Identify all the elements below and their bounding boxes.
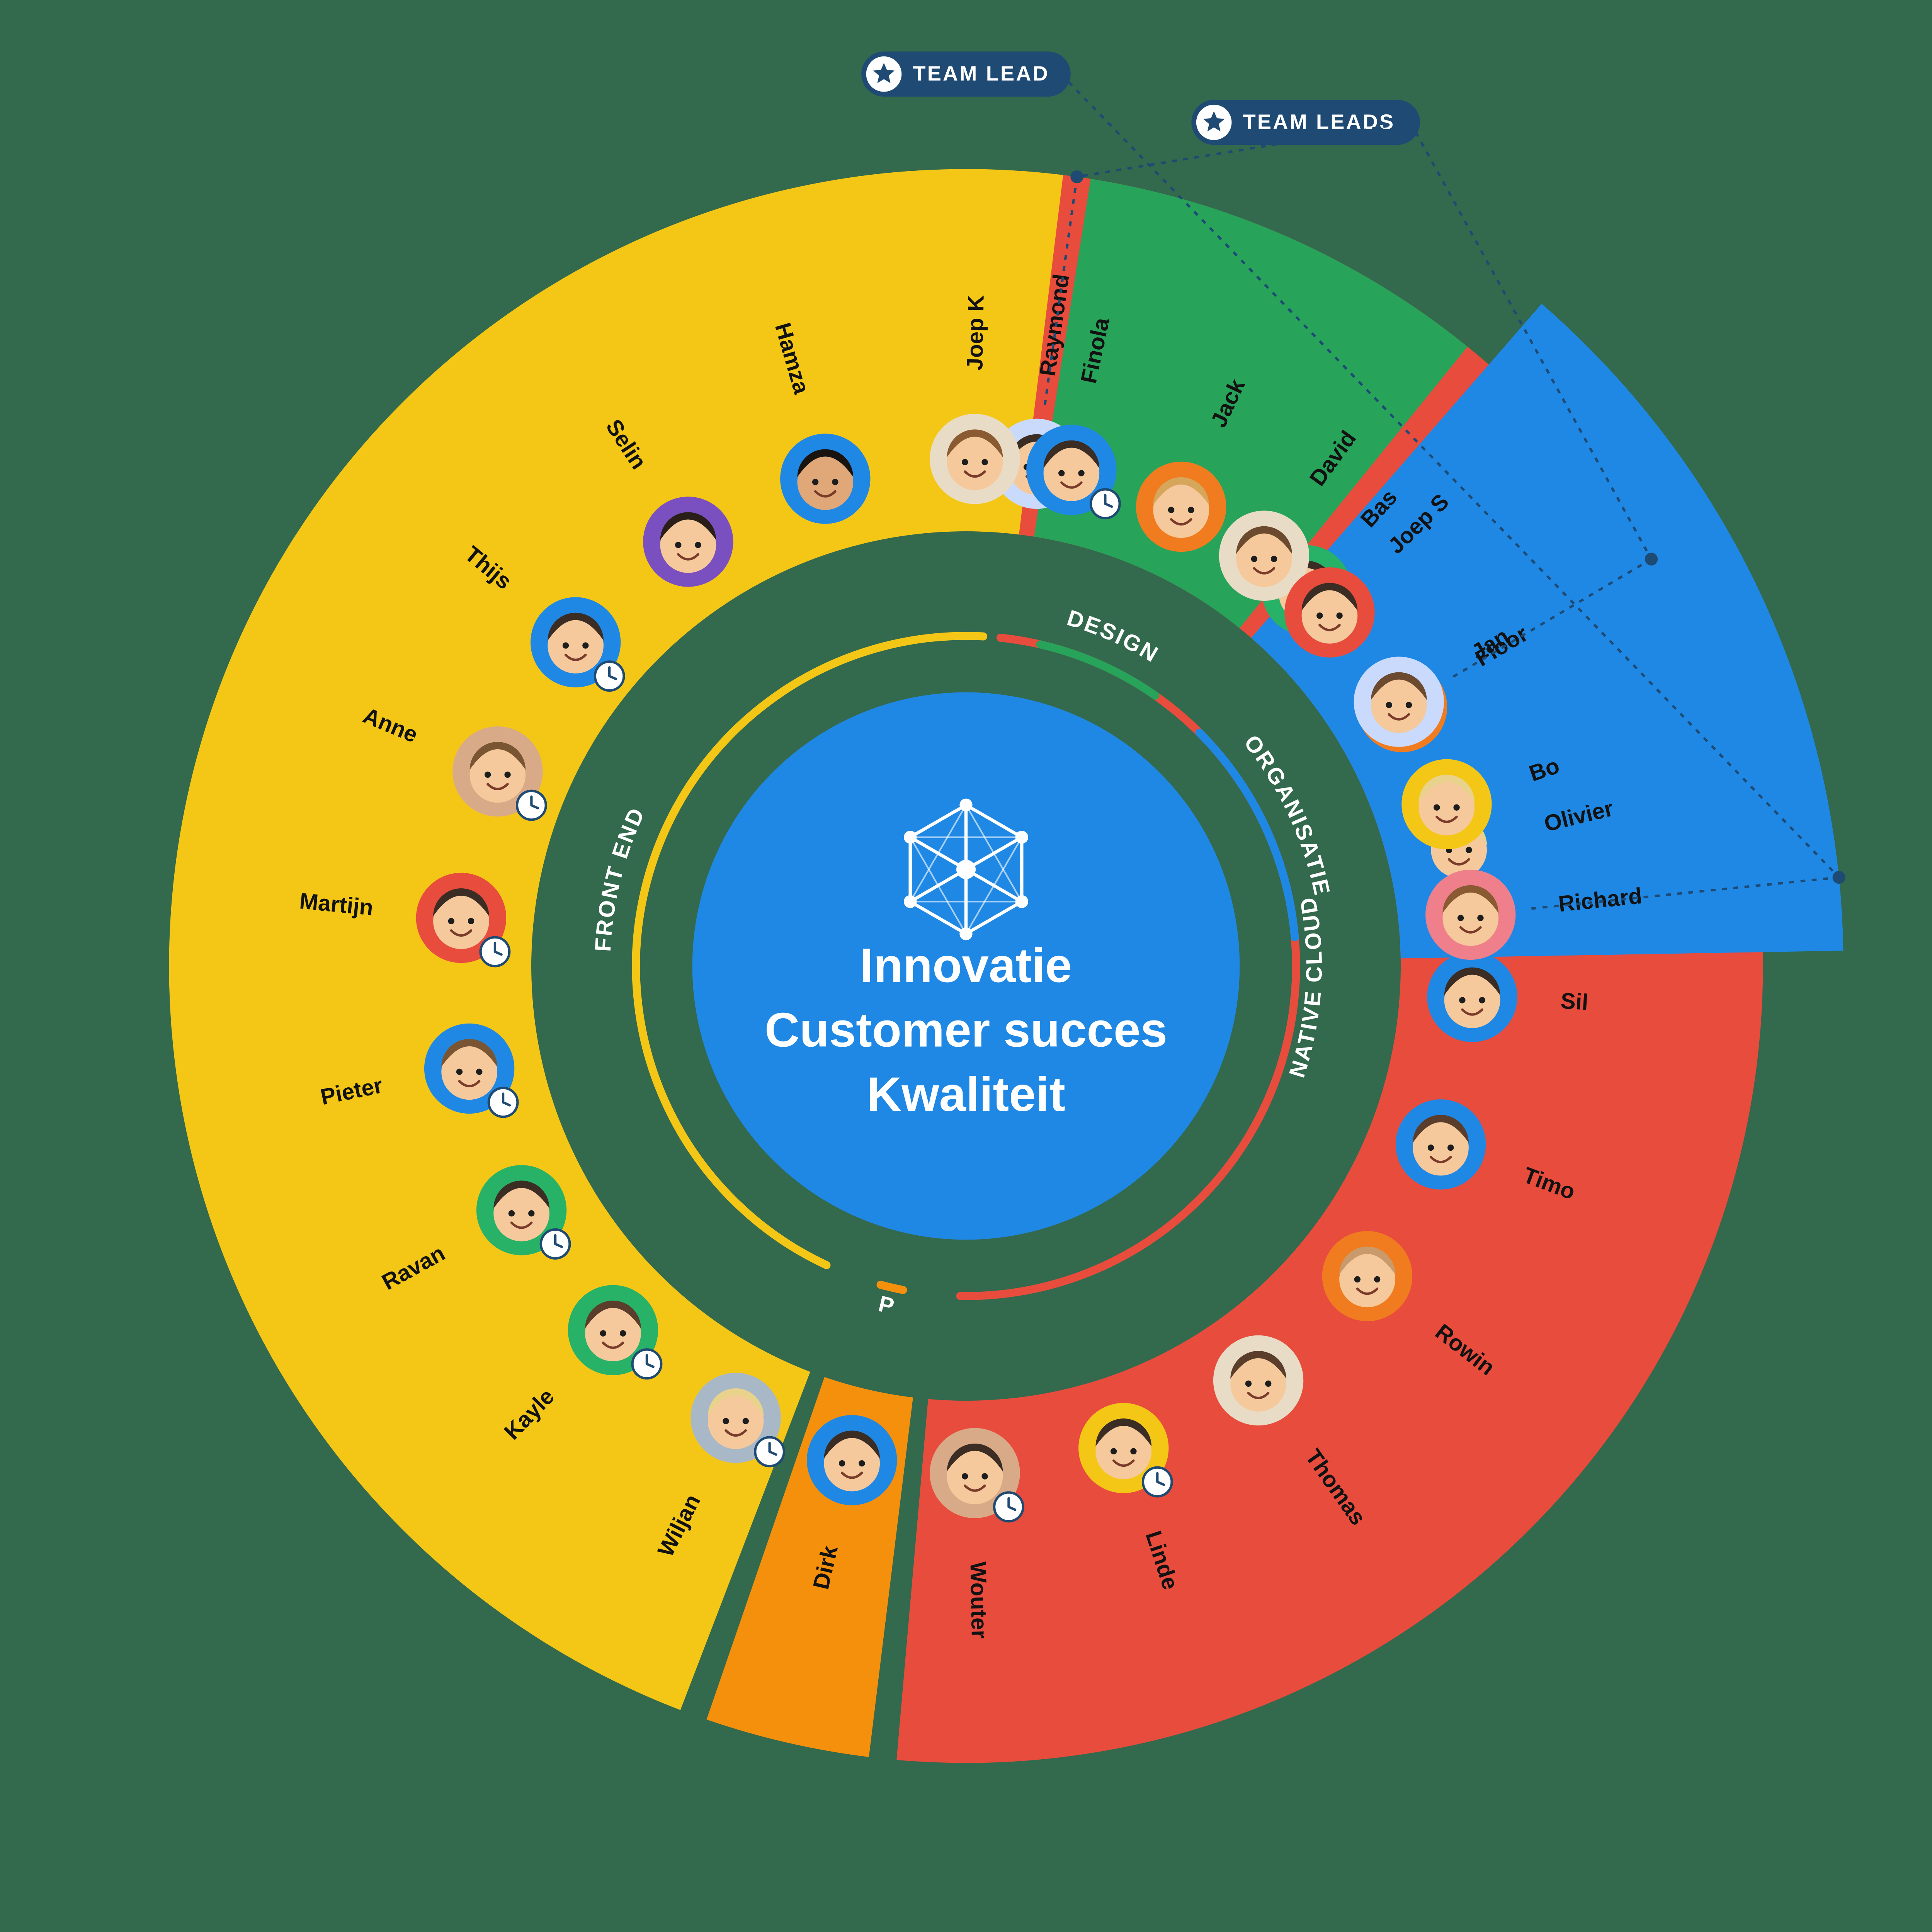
avatar-bo: [1401, 759, 1492, 849]
avatar-joep-s: [1284, 567, 1374, 657]
avatar-joep-k: [930, 414, 1020, 504]
avatar-dirk: [807, 1415, 897, 1505]
member-name-sil: Sil: [1560, 988, 1589, 1015]
avatar-thomas: [1213, 1335, 1303, 1425]
avatar-timo: [1396, 1099, 1486, 1189]
member-name-wouter: Wouter: [966, 1561, 992, 1639]
avatar-richard: [1425, 870, 1515, 960]
avatar-selin: [643, 497, 733, 587]
center-line-0: Innovatie: [860, 939, 1072, 993]
badge-text: TEAM LEAD: [913, 62, 1049, 85]
avatar-rowin: [1322, 1231, 1412, 1321]
team-lead-badge: TEAM LEADS: [1191, 100, 1420, 145]
inner-arc-support: [881, 1285, 903, 1290]
member-name-joep-k: Joep K: [962, 295, 988, 371]
avatar-hamza: [780, 434, 870, 524]
team-lead-badge: TEAM LEAD: [861, 51, 1071, 97]
wheel-svg: NATIVE CLOUDSUPPORTFRONT ENDDESIGNORGANI…: [0, 0, 1932, 1932]
badge-text: TEAM LEADS: [1243, 110, 1395, 133]
avatar-jack: [1136, 462, 1226, 552]
avatar-jan: [1354, 657, 1444, 747]
center-line-2: Kwaliteit: [867, 1068, 1065, 1121]
team-wheel-diagram: NATIVE CLOUDSUPPORTFRONT ENDDESIGNORGANI…: [0, 0, 1932, 1932]
avatar-sil: [1427, 952, 1517, 1042]
center-line-1: Customer succes: [765, 1003, 1167, 1057]
